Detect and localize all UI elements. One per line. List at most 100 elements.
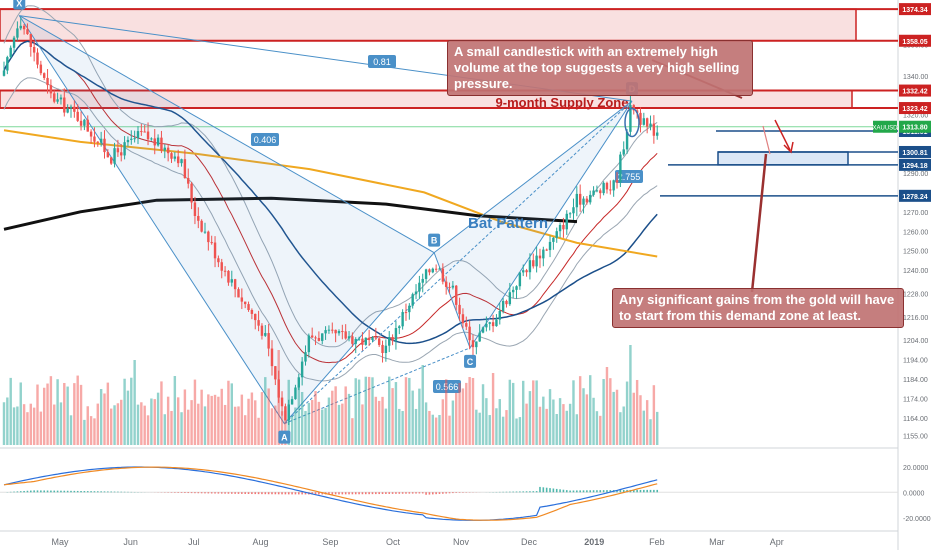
candle-body (495, 319, 498, 327)
volume-bar (9, 377, 12, 445)
candle-body (163, 147, 167, 151)
candle (361, 332, 364, 351)
volume-bar (317, 401, 321, 445)
pattern-point-a: A (278, 430, 291, 444)
candle (388, 331, 391, 353)
selling-pressure-note: A small candlestick with an extremely hi… (447, 40, 753, 96)
candle-body (548, 241, 552, 251)
candle-body (73, 106, 76, 112)
price-tick-label: 1174.00 (903, 396, 928, 403)
candle-body (609, 189, 612, 191)
candle-body (314, 337, 317, 339)
down-arrow-1-head (783, 141, 794, 154)
candles (2, 17, 659, 426)
candle (656, 125, 659, 140)
volume-bar (183, 389, 187, 445)
volume-bar (602, 379, 605, 445)
candle-body (19, 25, 22, 29)
candle (341, 324, 344, 340)
candle-body (622, 149, 625, 155)
candle (220, 258, 223, 279)
volume-bar (582, 388, 585, 445)
candle (270, 340, 274, 376)
volume-bar (99, 389, 103, 445)
candle-body (424, 269, 428, 279)
volume-bar (120, 399, 123, 445)
volume-bar (592, 397, 595, 445)
candle (79, 111, 83, 131)
candle (532, 253, 535, 269)
candle-body (143, 131, 146, 133)
candle (26, 23, 29, 35)
candle (642, 112, 646, 126)
candle (304, 345, 307, 366)
candle (434, 264, 438, 272)
volume-bar (384, 408, 388, 445)
candle-body (16, 28, 19, 38)
volume-bar (290, 415, 294, 445)
candle-body (448, 286, 451, 288)
volume-bar (89, 416, 93, 445)
candle (106, 149, 110, 158)
candle-body (629, 105, 632, 132)
candle (46, 69, 49, 94)
volume-bar (73, 383, 76, 445)
volume-bar (223, 404, 227, 445)
ratio-label: 2.755 (618, 172, 641, 182)
candle (116, 139, 120, 157)
candle-body (83, 119, 86, 126)
candle-body (532, 260, 535, 267)
volume-bar (270, 408, 274, 445)
candle-body (488, 322, 491, 324)
candle (237, 287, 240, 298)
volume-bar (351, 418, 354, 445)
price-level-tag: 1300.81 (899, 145, 931, 158)
candle (49, 79, 53, 99)
volume-bar (535, 380, 538, 445)
candle-body (334, 329, 337, 334)
candle (488, 321, 491, 331)
candle (481, 326, 485, 334)
candle-body (6, 57, 9, 71)
pattern-point-c: C (464, 354, 477, 368)
candle (381, 340, 384, 363)
volume-bar (86, 406, 89, 445)
volume-bar (69, 415, 73, 445)
candle-body (86, 119, 89, 132)
volume-bar (485, 398, 488, 445)
candle (578, 184, 582, 212)
candle (371, 336, 374, 343)
candle-body (344, 331, 347, 339)
candle (568, 212, 572, 219)
candle (166, 144, 170, 162)
volume-bar (16, 406, 19, 445)
candle-body (247, 304, 250, 310)
candle (585, 196, 589, 205)
candle (337, 329, 341, 336)
candle-body (501, 300, 505, 312)
candle-body (63, 97, 66, 113)
price-level-tag-box (899, 34, 931, 47)
volume-bar (294, 407, 297, 445)
volume-bar (622, 406, 625, 445)
candle-body (592, 190, 595, 195)
current-price-symbol: XAUUSD (872, 126, 898, 132)
candle (173, 152, 177, 162)
volume-bar (264, 377, 267, 445)
candle-body (59, 97, 63, 100)
candle-body (93, 136, 96, 142)
volume-bar (143, 405, 146, 445)
candle-body (123, 142, 126, 156)
current-price-tag-box (873, 120, 897, 133)
volume-bar (575, 414, 579, 445)
osc-signal-line (3, 466, 658, 521)
candle (465, 316, 468, 331)
down-arrow-2 (762, 125, 771, 155)
candle-body (371, 337, 374, 341)
volume-bar (381, 396, 384, 445)
candle-body (381, 344, 384, 354)
volume-bar (240, 394, 244, 445)
osc-tick-label: 20.0000 (903, 465, 928, 472)
candle-body (535, 255, 538, 267)
